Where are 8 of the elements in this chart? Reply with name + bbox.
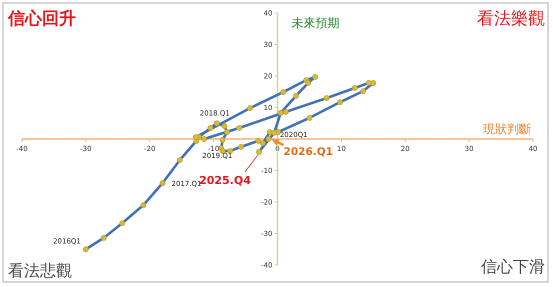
annotation: 信心回升 [7,9,76,29]
annotation: 2026.Q1 [284,146,334,158]
annotation: 信心下滑 [481,257,545,276]
annotation: 看法樂觀 [477,9,545,29]
annotation: 2025.Q4 [199,174,252,187]
x-axis-title: 現狀判斷 [483,122,531,136]
annotation: 看法悲觀 [8,261,72,280]
y-axis-title: 未來預期 [292,16,340,30]
